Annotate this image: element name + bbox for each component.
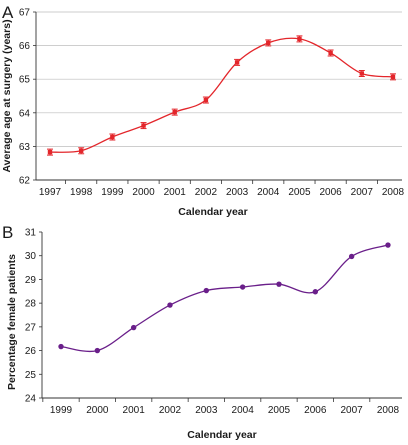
panel-b-y-axis-title: Percentage female patients bbox=[6, 254, 18, 390]
x-tick-label: 2000 bbox=[132, 187, 155, 198]
data-point bbox=[203, 97, 209, 103]
x-tick-label: 1999 bbox=[101, 187, 124, 198]
y-tick-label: 63 bbox=[19, 142, 31, 153]
panel-b-y-tick-labels: 24 25 26 27 28 29 30 31 bbox=[25, 228, 37, 405]
x-tick-label: 2008 bbox=[377, 405, 400, 416]
x-tick-label: 2008 bbox=[382, 187, 405, 198]
panel-a-y-tick-labels: 62 63 64 65 66 67 bbox=[19, 8, 31, 187]
x-tick-label: 2001 bbox=[123, 405, 146, 416]
y-tick-label: 26 bbox=[25, 346, 37, 357]
y-tick-label: 24 bbox=[25, 394, 37, 405]
y-tick-label: 29 bbox=[25, 275, 37, 286]
data-point bbox=[130, 324, 137, 331]
panel-a-grid bbox=[36, 11, 402, 147]
panel-b-axes bbox=[39, 231, 402, 402]
x-tick-label: 1999 bbox=[50, 405, 73, 416]
x-tick-label: 2003 bbox=[226, 187, 249, 198]
data-point bbox=[234, 60, 240, 65]
data-point bbox=[94, 347, 101, 354]
panel-a-x-tick-labels: 1997 1998 1999 2000 2001 2002 2003 2004 2005 2006… bbox=[39, 187, 405, 198]
x-tick-label: 2005 bbox=[268, 405, 291, 416]
panel-a-y-axis-title: Average age at surgery (years) bbox=[1, 19, 13, 172]
x-tick-label: 2005 bbox=[288, 187, 311, 198]
data-point bbox=[312, 289, 319, 295]
data-point bbox=[390, 74, 396, 80]
data-point bbox=[167, 302, 173, 308]
data-point bbox=[385, 242, 391, 248]
y-tick-label: 25 bbox=[25, 370, 37, 381]
y-tick-label: 31 bbox=[25, 228, 37, 239]
panel-a-points bbox=[47, 35, 396, 156]
panel-b-x-tick-labels: 1999 2000 2001 2002 2003 2004 2005 2006 2007 2008 bbox=[50, 405, 400, 416]
x-tick-label: 2001 bbox=[164, 187, 187, 198]
y-tick-label: 27 bbox=[25, 322, 37, 333]
y-tick-label: 30 bbox=[25, 251, 37, 262]
data-point bbox=[328, 50, 333, 56]
panel-a-label: A bbox=[2, 3, 14, 22]
data-point bbox=[239, 284, 246, 290]
data-point bbox=[297, 36, 302, 42]
panel-a-series-line bbox=[49, 37, 394, 153]
x-tick-label: 2006 bbox=[304, 405, 327, 416]
x-tick-label: 1998 bbox=[70, 187, 93, 198]
data-point bbox=[266, 40, 271, 46]
x-tick-label: 2003 bbox=[195, 405, 218, 416]
panel-a-x-axis-title: Calendar year bbox=[178, 206, 247, 218]
panel-b-points bbox=[58, 242, 391, 354]
panel-a: A 62 63 64 65 66 67 1997 1998 1999 2000 2001 2002 2… bbox=[1, 3, 405, 218]
data-point bbox=[348, 253, 355, 260]
x-tick-label: 2002 bbox=[159, 405, 182, 416]
panel-a-axes bbox=[33, 11, 402, 184]
data-point bbox=[47, 149, 53, 155]
panel-b: B 24 25 26 27 28 29 30 31 1999 2000 2001 2002 2003 2… bbox=[2, 223, 402, 441]
data-point bbox=[359, 71, 364, 76]
data-point bbox=[141, 123, 146, 128]
y-tick-label: 64 bbox=[19, 108, 31, 119]
y-tick-label: 28 bbox=[25, 299, 37, 310]
x-tick-label: 2007 bbox=[351, 187, 374, 198]
x-tick-label: 2006 bbox=[319, 187, 342, 198]
data-point bbox=[110, 134, 115, 140]
data-point bbox=[276, 281, 282, 287]
x-tick-label: 2000 bbox=[86, 405, 109, 416]
x-tick-label: 2004 bbox=[232, 405, 255, 416]
panel-b-x-axis-title: Calendar year bbox=[187, 429, 256, 440]
panel-b-label: B bbox=[2, 223, 13, 242]
x-tick-label: 1997 bbox=[39, 187, 62, 198]
data-point bbox=[203, 287, 210, 294]
panel-b-series-line bbox=[60, 244, 389, 353]
data-point bbox=[78, 148, 84, 153]
x-tick-label: 2002 bbox=[195, 187, 218, 198]
x-tick-label: 2007 bbox=[341, 405, 364, 416]
y-tick-label: 65 bbox=[19, 75, 31, 86]
y-tick-label: 66 bbox=[19, 41, 31, 52]
data-point bbox=[58, 343, 64, 350]
y-tick-label: 62 bbox=[19, 176, 31, 187]
x-tick-label: 2004 bbox=[257, 187, 280, 198]
y-tick-label: 67 bbox=[19, 8, 31, 19]
data-point bbox=[172, 109, 177, 115]
